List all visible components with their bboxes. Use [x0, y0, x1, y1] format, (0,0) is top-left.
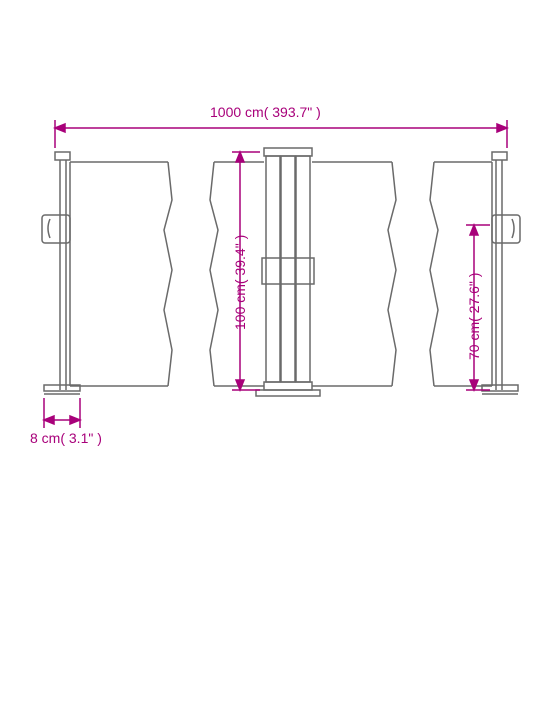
left-post [42, 152, 80, 394]
product-drawing [42, 148, 520, 396]
base-width-dimension-label: 8 cm( 3.1" ) [30, 430, 102, 446]
left-panel [70, 162, 172, 386]
right-height-dimension-label: 70 cm( 27.6" ) [466, 273, 482, 360]
center-height-dimension-label: 100 cm( 39.4" ) [232, 235, 248, 330]
right-center-panel [312, 162, 396, 386]
width-dimension-label: 1000 cm( 393.7" ) [210, 104, 321, 120]
center-column [256, 148, 320, 396]
right-panel [430, 162, 492, 386]
right-post [482, 152, 520, 394]
